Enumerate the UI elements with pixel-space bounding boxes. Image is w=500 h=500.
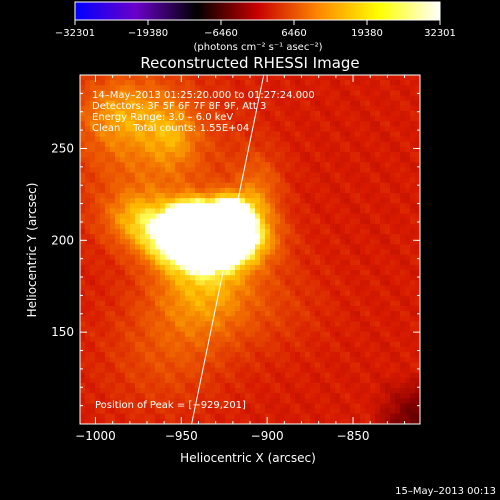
y-tick-label: 200 bbox=[51, 233, 74, 247]
chart-title: Reconstructed RHESSI Image bbox=[140, 54, 359, 72]
colorbar-tick-label: 19380 bbox=[351, 28, 383, 39]
x-tick-label: −900 bbox=[251, 429, 284, 443]
x-tick-label: −950 bbox=[165, 429, 198, 443]
heatmap-image bbox=[80, 75, 420, 424]
footer-date: 15–May–2013 00:13 bbox=[395, 486, 496, 497]
annotation-detectors: Detectors: 3F 5F 6F 7F 8F 9F, Att 3 bbox=[92, 101, 266, 112]
colorbar-ticks: −32301 −19380 −6460 6460 19380 32301 bbox=[55, 20, 456, 39]
colorbar-frame bbox=[74, 1, 441, 21]
annotation-algorithm-counts: Clean Total counts: 1.55E+04 bbox=[92, 123, 249, 134]
y-axis-label: Heliocentric Y (arcsec) bbox=[25, 183, 39, 318]
x-tick-label: −850 bbox=[337, 429, 370, 443]
y-tick-label: 150 bbox=[51, 325, 74, 339]
colorbar-unit-label: (photons cm⁻² s⁻¹ asec⁻²) bbox=[193, 42, 322, 53]
annotation-peak-position: Position of Peak = [−929,201] bbox=[95, 400, 246, 411]
y-tick-label: 250 bbox=[51, 141, 74, 155]
colorbar: −32301 −19380 −6460 6460 19380 32301 (photons… bbox=[55, 1, 456, 53]
x-axis-ticks: −1000 −950 −900 −850 bbox=[75, 75, 406, 443]
annotation-time-range: 14–May–2013 01:25:20.000 to 01:27:24.000 bbox=[92, 90, 315, 101]
colorbar-tick-label: −32301 bbox=[55, 28, 95, 39]
colorbar-tick-label: −6460 bbox=[204, 28, 238, 39]
annotation-energy-range: Energy Range: 3.0 – 6.0 keV bbox=[92, 112, 233, 123]
x-tick-label: −1000 bbox=[75, 429, 116, 443]
colorbar-tick-label: 6460 bbox=[281, 28, 306, 39]
solar-limb-line bbox=[191, 75, 265, 424]
plot-area: −1000 −950 −900 −850 150 200 250 bbox=[51, 74, 421, 443]
y-axis-ticks: 150 200 250 bbox=[51, 74, 420, 425]
colorbar-tick-label: −19380 bbox=[128, 28, 168, 39]
x-axis-label: Heliocentric X (arcsec) bbox=[180, 451, 316, 465]
colorbar-gradient bbox=[75, 2, 440, 20]
colorbar-tick-label: 32301 bbox=[424, 28, 456, 39]
annotations: 14–May–2013 01:25:20.000 to 01:27:24.000… bbox=[92, 90, 315, 411]
